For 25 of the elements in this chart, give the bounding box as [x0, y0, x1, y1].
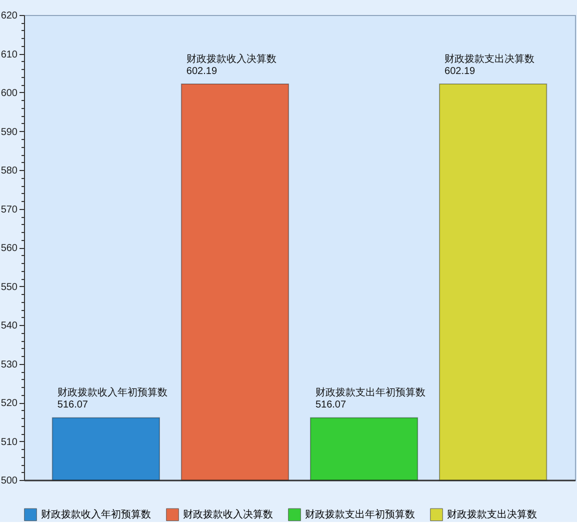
text: 财政拨款支出决算数 [444, 54, 535, 66]
y-tick-label: 550 [0, 282, 18, 293]
legend-label: 财政拨款收入年初预算数 [41, 508, 151, 521]
y-tick-label: 580 [0, 166, 18, 176]
data-label: 516.07 [315, 400, 346, 411]
data-label: 516.07 [57, 400, 88, 411]
y-tick-label: 510 [0, 436, 18, 448]
legend-label: 财政拨款支出决算数 [447, 508, 537, 521]
y-tick-label: 520 [0, 398, 18, 409]
y-tick-label: 540 [0, 320, 18, 332]
data-label: 602.19 [186, 66, 218, 78]
y-tick-label: 600 [0, 88, 18, 99]
y-tick-label: 500 [0, 476, 18, 486]
y-tick-label: 610 [0, 49, 18, 60]
y-tick-label: 560 [0, 243, 18, 254]
y-tick-label: 590 [0, 126, 18, 138]
y-tick-label: 620 [0, 10, 18, 22]
text: 财政拨款收入年初预算数 [57, 388, 168, 399]
text: 财政拨款收入决算数 [186, 54, 276, 66]
data-label: 602.19 [444, 66, 476, 78]
text: 财政拨款支出年初预算数 [315, 388, 426, 399]
y-tick-label: 570 [0, 204, 18, 216]
legend-label: 财政拨款收入决算数 [183, 508, 273, 521]
legend-label: 财政拨款支出年初预算数 [305, 508, 415, 521]
y-tick-label: 530 [0, 359, 18, 370]
